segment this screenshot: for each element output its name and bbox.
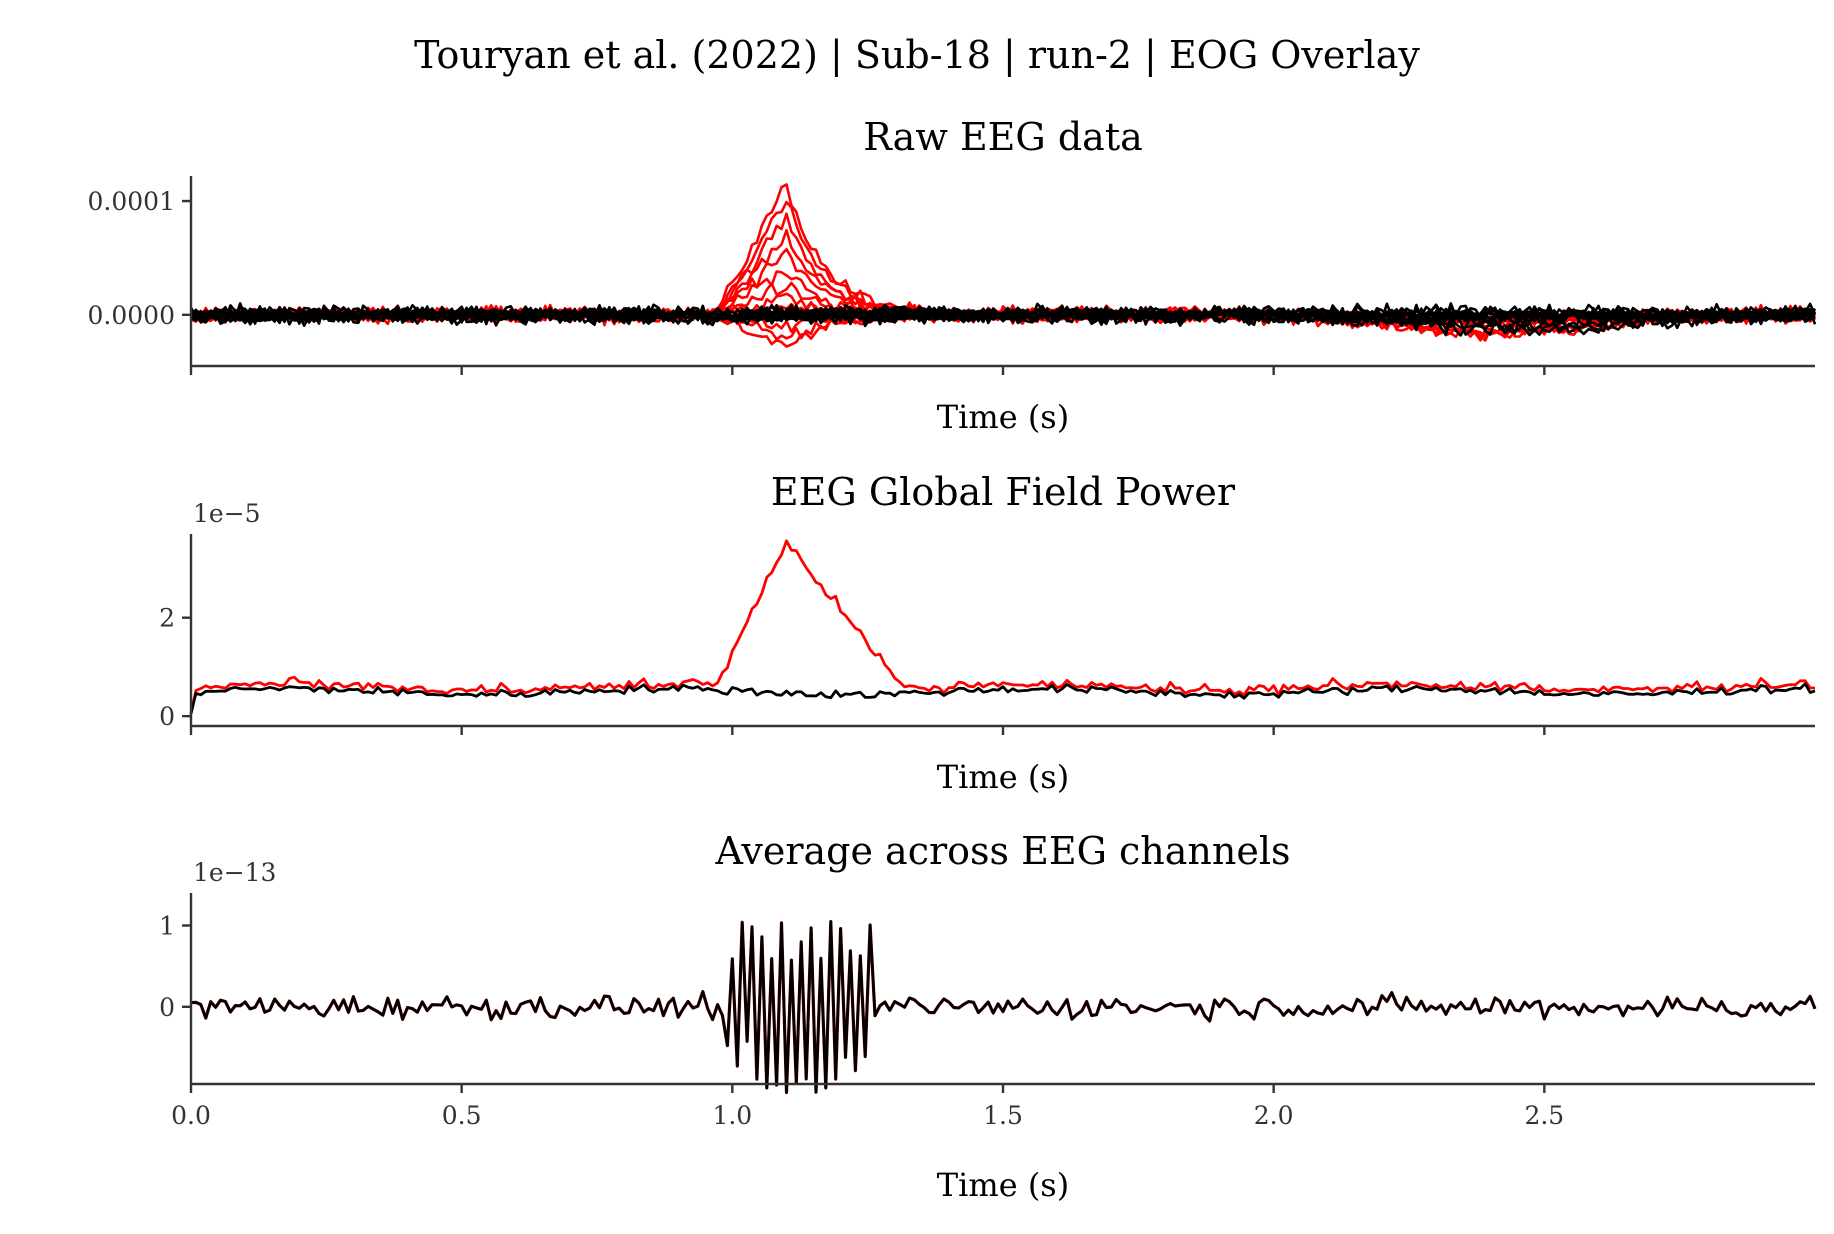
y-tick-label: 0: [159, 993, 175, 1022]
average-y-ticks: 01: [159, 912, 191, 1022]
raw-y-ticks: 0.0000 0.0001: [88, 187, 191, 330]
gfp-clean-line: [189, 682, 1816, 715]
gfp-x-label: Time (s): [937, 758, 1069, 796]
x-tick-label: 1.0: [712, 1101, 752, 1130]
panel-raw-eeg: Raw EEG data 0.0000 0.0001 Time (s): [88, 115, 1817, 436]
raw-x-ticks: [189, 366, 1546, 375]
panel-title-raw: Raw EEG data: [863, 115, 1143, 159]
figure-title: Touryan et al. (2022) | Sub-18 | run-2 |…: [414, 33, 1420, 77]
average-x-ticks: 0.0 0.5 1.0 1.5 2.0 2.5: [171, 1084, 1564, 1130]
average-x-label: Time (s): [937, 1166, 1069, 1204]
y-tick-label: 0: [159, 702, 175, 731]
panel-gfp: EEG Global Field Power 1e−5 02 Time (s): [159, 470, 1816, 796]
gfp-x-ticks: [189, 726, 1546, 735]
y-tick-label: 0.0000: [88, 301, 175, 330]
panel-title-gfp: EEG Global Field Power: [771, 470, 1236, 514]
raw-clean-line: [189, 302, 1816, 325]
panel-title-average: Average across EEG channels: [714, 829, 1290, 873]
gfp-offset-text: 1e−5: [193, 499, 261, 528]
gfp-raw-line: [189, 539, 1816, 714]
gfp-y-ticks: 02: [159, 604, 191, 731]
x-tick-label: 0.0: [171, 1101, 211, 1130]
x-tick-label: 1.5: [983, 1101, 1023, 1130]
average-line: [190, 920, 1817, 1094]
raw-x-label: Time (s): [937, 398, 1069, 436]
average-series-group: [190, 920, 1817, 1095]
x-tick-label: 0.5: [442, 1101, 482, 1130]
raw-series-group: [189, 183, 1817, 348]
panel-average: Average across EEG channels 1e−13 0.0 0.5…: [159, 829, 1817, 1204]
gfp-series-group: [189, 539, 1816, 715]
y-tick-label: 0.0001: [88, 187, 175, 216]
x-tick-label: 2.0: [1254, 1101, 1294, 1130]
raw-clean-line: [190, 303, 1817, 327]
average-offset-text: 1e−13: [193, 858, 276, 887]
x-tick-label: 2.5: [1524, 1101, 1564, 1130]
y-tick-label: 1: [159, 912, 175, 941]
y-tick-label: 2: [159, 604, 175, 633]
